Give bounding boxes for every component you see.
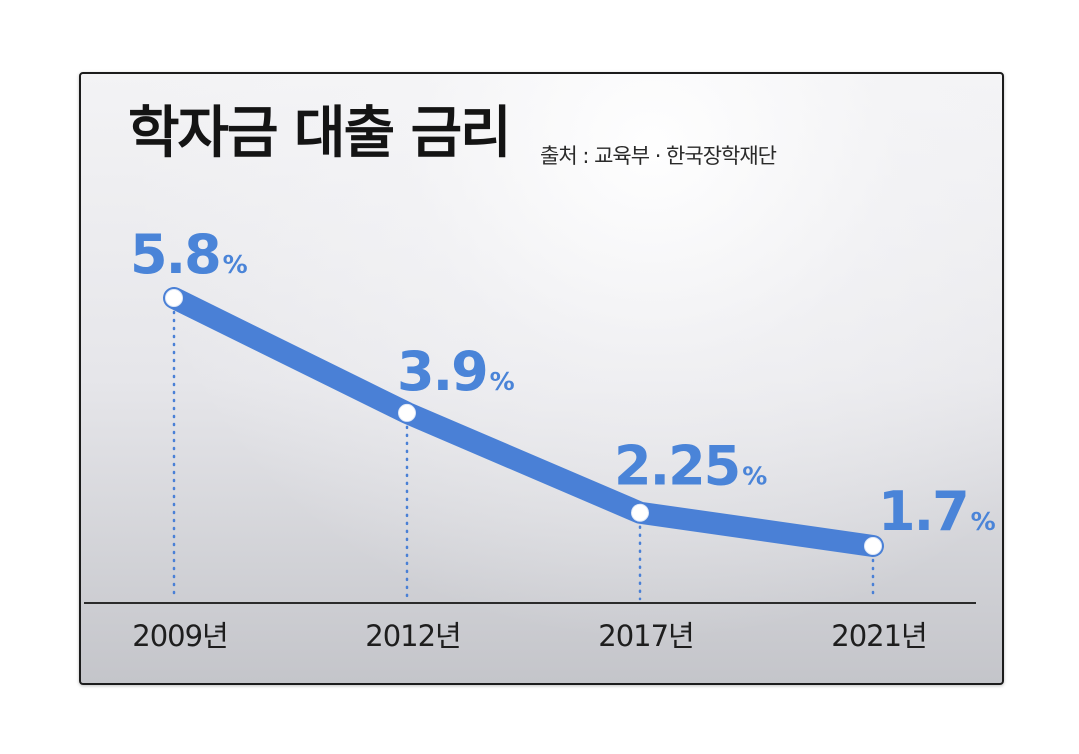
chart-card — [79, 72, 1004, 685]
x-tick-label: 2009년 — [132, 619, 227, 653]
x-axis-labels: 2009년 2012년 2017년 2021년 — [132, 619, 927, 653]
data-label: 2.25% — [614, 435, 767, 498]
x-tick-label: 2012년 — [365, 619, 460, 653]
data-point — [631, 503, 649, 522]
data-label: 3.9% — [397, 340, 515, 403]
data-point — [398, 403, 416, 422]
chart-source: 출처 : 교육부 · 한국장학재단 — [540, 144, 777, 168]
data-label-unit: % — [971, 507, 996, 536]
x-tick-label: 2021년 — [831, 619, 926, 653]
data-label-unit: % — [223, 250, 248, 279]
data-label-unit: % — [490, 367, 515, 396]
chart-title: 학자금 대출 금리 — [128, 101, 512, 166]
series-line — [163, 287, 884, 557]
data-label: 5.8% — [130, 223, 248, 286]
series — [163, 287, 884, 557]
guide-lines — [172, 310, 875, 601]
data-label: 1.7% — [878, 480, 996, 543]
data-points — [165, 289, 882, 555]
data-labels: 5.8 % 3.9 % 2.25 % 1.7% — [130, 223, 996, 543]
data-point — [165, 289, 183, 307]
data-label-unit: % — [742, 462, 767, 491]
data-point — [864, 537, 882, 555]
x-tick-label: 2017년 — [598, 619, 693, 653]
